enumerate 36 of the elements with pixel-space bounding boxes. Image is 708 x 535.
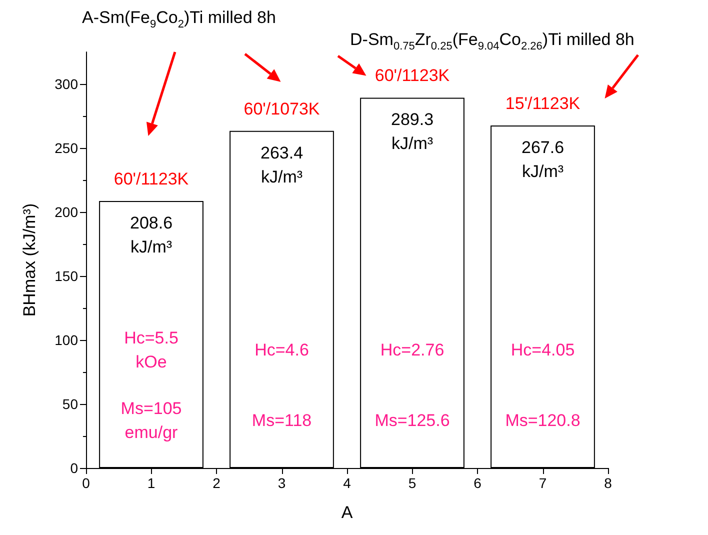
data-label: 289.3 kJ/m³ bbox=[390, 110, 434, 154]
annotation: 60'/1123K bbox=[374, 66, 450, 86]
x-axis-title: A bbox=[341, 503, 354, 522]
x-tick-label: 6 bbox=[474, 475, 482, 491]
x-tick-label: 4 bbox=[343, 475, 352, 491]
annotation: 60'/1123K bbox=[114, 169, 190, 188]
annotation: Hc=4.6 bbox=[254, 340, 309, 360]
x-tick-label: 2 bbox=[212, 475, 221, 491]
annotation: 60'/1073K bbox=[244, 99, 320, 118]
y-tick-label: 0 bbox=[70, 460, 78, 476]
data-label: 263.4 kJ/m³ bbox=[260, 143, 304, 186]
y-tick-label: 100 bbox=[54, 332, 78, 348]
annotation: Ms=118 bbox=[252, 411, 312, 430]
annotation: Ms=105 emu/gr bbox=[120, 399, 182, 442]
annotation: 15'/1123K bbox=[505, 94, 581, 113]
data-label: 208.6 kJ/m³ bbox=[130, 213, 173, 256]
text: A-Sm(Fe$_{9}$Co$_{2}$)Ti milled 8h bbox=[82, 8, 276, 32]
x-tick-label: 0 bbox=[82, 475, 90, 491]
annotation: Hc=4.05 bbox=[510, 340, 575, 360]
annotation: Hc=2.76 bbox=[380, 340, 444, 360]
y-tick-label: 150 bbox=[54, 268, 78, 284]
annotation: Ms=120.8 bbox=[505, 411, 580, 430]
x-tick-label: 1 bbox=[147, 475, 156, 491]
text: D-Sm$_{0.75}$Zr$_{0.25}$(Fe$_{9.04}$Co$_{2.26}$)Ti milled 8h bbox=[350, 30, 634, 52]
y-tick-label: 200 bbox=[54, 204, 78, 220]
y-tick-label: 300 bbox=[54, 76, 78, 92]
x-tick-label: 5 bbox=[408, 475, 416, 491]
x-tick-label: 7 bbox=[538, 475, 547, 491]
data-label: 267.6 kJ/m³ bbox=[521, 138, 564, 181]
x-tick-label: 8 bbox=[604, 475, 612, 491]
y-tick-label: 250 bbox=[54, 140, 78, 156]
annotation: Ms=125.6 bbox=[374, 411, 450, 430]
x-tick-label: 3 bbox=[278, 475, 286, 491]
y-axis-title: BHmax (kJ/m³) bbox=[20, 203, 39, 317]
annotation: Hc=5.5 kOe bbox=[124, 328, 178, 372]
y-tick-label: 50 bbox=[62, 396, 78, 412]
